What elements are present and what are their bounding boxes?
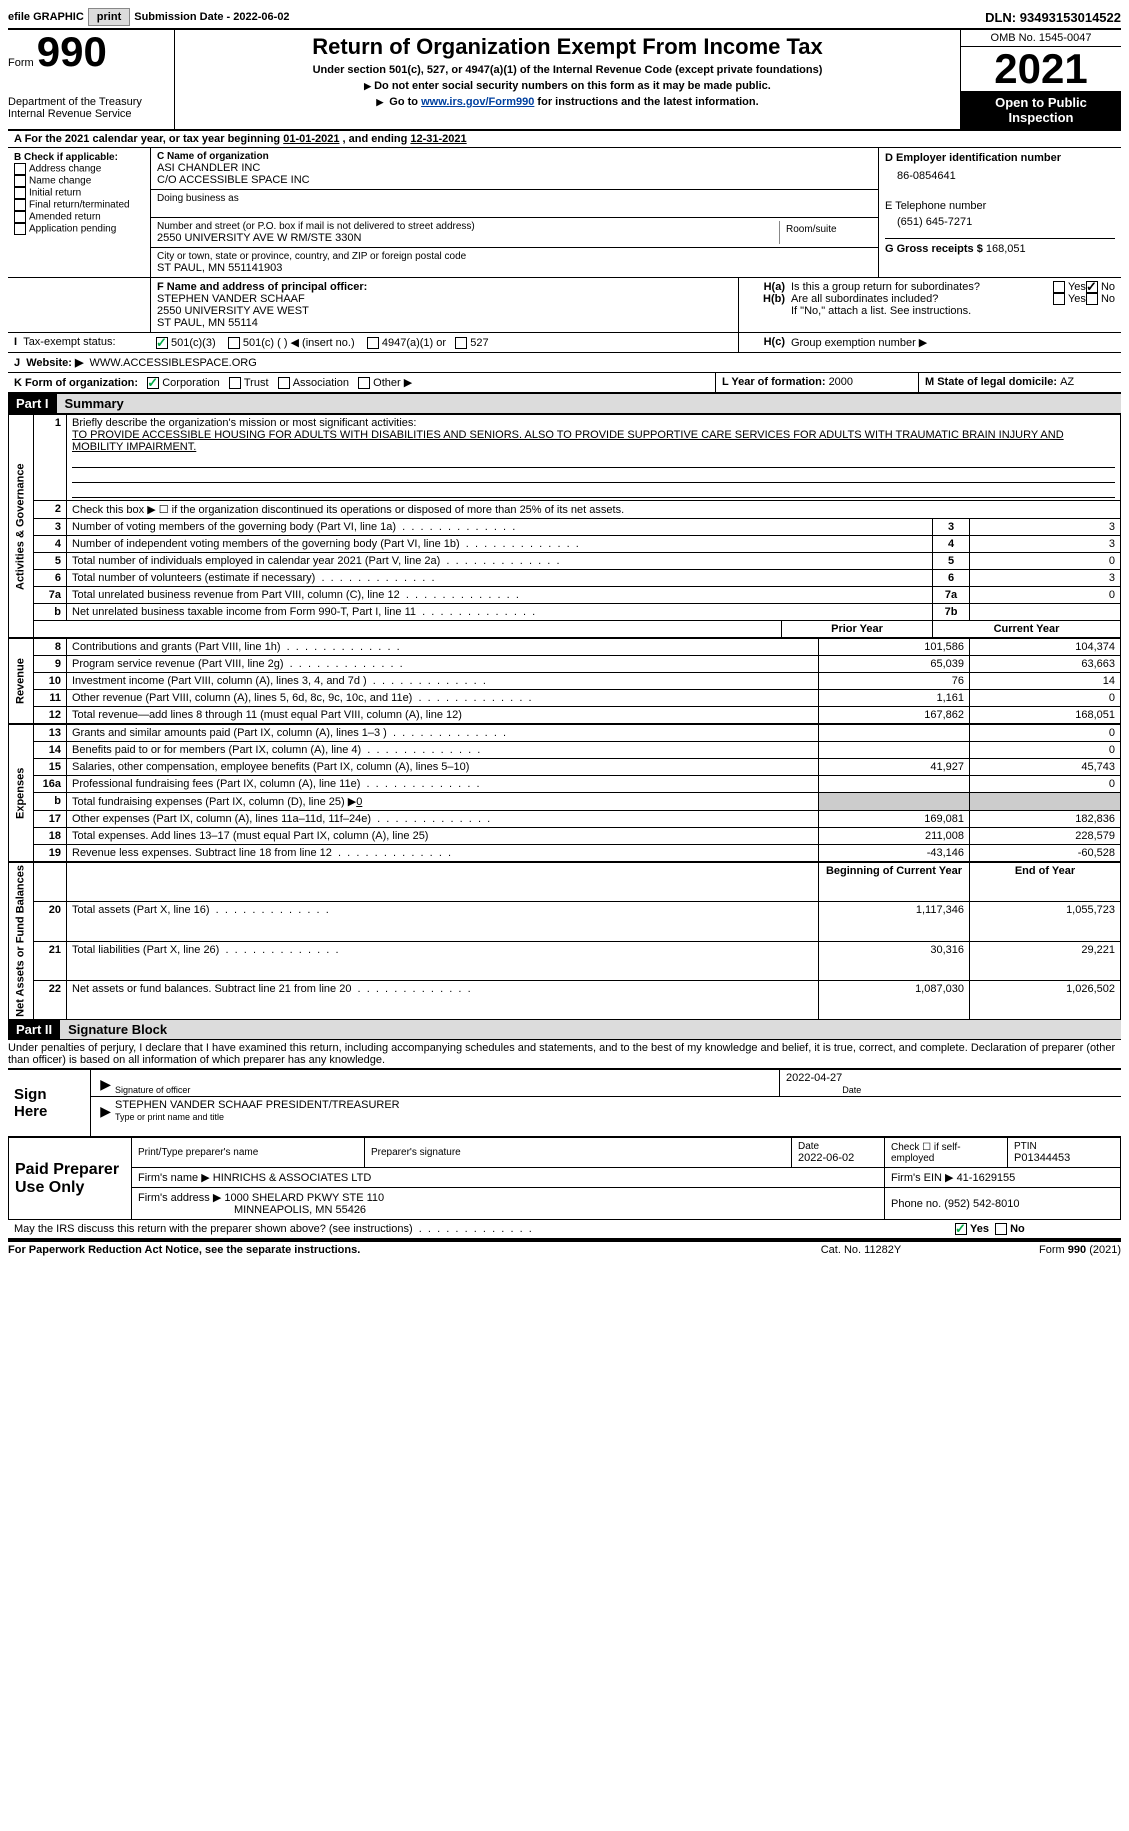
net-assets-table: Net Assets or Fund Balances Beginning of… bbox=[8, 862, 1121, 1020]
phone: (651) 645-7271 bbox=[885, 212, 1115, 238]
check-501c3[interactable] bbox=[156, 337, 168, 349]
print-button[interactable]: print bbox=[88, 8, 130, 26]
check-final-return[interactable]: Final return/terminated bbox=[14, 199, 144, 211]
revenue-table: Revenue 8Contributions and grants (Part … bbox=[8, 638, 1121, 724]
summary-table: Activities & Governance 1 Briefly descri… bbox=[8, 414, 1121, 638]
expenses-table: Expenses 13Grants and similar amounts pa… bbox=[8, 724, 1121, 862]
hb-no[interactable] bbox=[1086, 293, 1098, 305]
discuss-row: May the IRS discuss this return with the… bbox=[8, 1220, 1121, 1240]
irs-gov-link[interactable]: www.irs.gov/Form990 bbox=[421, 96, 534, 108]
street-address: 2550 UNIVERSITY AVE W RM/STE 330N bbox=[157, 232, 779, 244]
form-header: Form 990 Department of the Treasury Inte… bbox=[8, 28, 1121, 131]
paid-preparer-table: Paid Preparer Use Only Print/Type prepar… bbox=[8, 1137, 1121, 1220]
check-amended[interactable]: Amended return bbox=[14, 211, 144, 223]
form-number: 990 bbox=[37, 34, 107, 70]
goto-link-row: Go to www.irs.gov/Form990 for instructio… bbox=[183, 96, 952, 108]
check-initial-return[interactable]: Initial return bbox=[14, 187, 144, 199]
preparer-phone: (952) 542-8010 bbox=[944, 1198, 1019, 1210]
check-app-pending[interactable]: Application pending bbox=[14, 223, 144, 235]
firm-ein: 41-1629155 bbox=[957, 1172, 1016, 1184]
open-to-public: Open to Public Inspection bbox=[961, 91, 1121, 129]
arrow-icon bbox=[91, 1097, 109, 1123]
ha-no[interactable] bbox=[1086, 281, 1098, 293]
vert-expenses: Expenses bbox=[9, 725, 34, 862]
firm-name: HINRICHS & ASSOCIATES LTD bbox=[213, 1172, 372, 1184]
row-j: J Website: ▶ WWW.ACCESSIBLESPACE.ORG bbox=[8, 353, 1121, 373]
submission-date-label: Submission Date - 2022-06-02 bbox=[134, 11, 289, 23]
col-b-checkboxes: B Check if applicable: Address change Na… bbox=[8, 148, 150, 277]
top-bar: efile GRAPHIC print Submission Date - 20… bbox=[8, 8, 1121, 26]
line-a: A For the 2021 calendar year, or tax yea… bbox=[8, 131, 1121, 148]
check-corp[interactable] bbox=[147, 377, 159, 389]
arrow-icon bbox=[91, 1070, 109, 1096]
row-f-h: F Name and address of principal officer:… bbox=[8, 278, 1121, 333]
website: WWW.ACCESSIBLESPACE.ORG bbox=[90, 357, 257, 369]
col-c-org-info: C Name of organization ASI CHANDLER INC … bbox=[150, 148, 879, 277]
vert-revenue: Revenue bbox=[9, 639, 34, 724]
row-k-l-m: K Form of organization: Corporation Trus… bbox=[8, 373, 1121, 394]
part-1-header: Part I Summary bbox=[8, 394, 1121, 414]
sign-here-block: Sign Here Signature of officer 2022-04-2… bbox=[8, 1069, 1121, 1137]
org-name-2: C/O ACCESSIBLE SPACE INC bbox=[157, 174, 872, 186]
page-footer: For Paperwork Reduction Act Notice, see … bbox=[8, 1240, 1121, 1256]
ha-yes[interactable] bbox=[1053, 281, 1065, 293]
part-2-header: Part II Signature Block bbox=[8, 1020, 1121, 1040]
row-i-hc: I Tax-exempt status: 501(c)(3) 501(c) ( … bbox=[8, 333, 1121, 353]
form-word: Form bbox=[8, 57, 34, 69]
form-subtitle: Under section 501(c), 527, or 4947(a)(1)… bbox=[183, 64, 952, 76]
paid-preparer-label: Paid Preparer Use Only bbox=[9, 1138, 132, 1220]
check-name-change[interactable]: Name change bbox=[14, 175, 144, 187]
discuss-yes[interactable] bbox=[955, 1223, 967, 1235]
org-name-1: ASI CHANDLER INC bbox=[157, 162, 872, 174]
mission-text: TO PROVIDE ACCESSIBLE HOUSING FOR ADULTS… bbox=[72, 429, 1064, 453]
perjury-statement: Under penalties of perjury, I declare th… bbox=[8, 1040, 1121, 1069]
ein: 86-0854641 bbox=[885, 164, 1115, 200]
city-state-zip: ST PAUL, MN 551141903 bbox=[157, 262, 872, 274]
hb-yes[interactable] bbox=[1053, 293, 1065, 305]
vert-activities: Activities & Governance bbox=[9, 415, 34, 638]
no-ssn-note: Do not enter social security numbers on … bbox=[183, 80, 952, 92]
officer-name: STEPHEN VANDER SCHAAF bbox=[157, 293, 732, 305]
form-ref: Form 990 (2021) bbox=[961, 1244, 1121, 1256]
col-d-to-g: D Employer identification number 86-0854… bbox=[879, 148, 1121, 277]
ptin: P01344453 bbox=[1014, 1152, 1114, 1164]
dln: DLN: 93493153014522 bbox=[985, 10, 1121, 25]
form-title: Return of Organization Exempt From Incom… bbox=[183, 34, 952, 60]
section-b-to-g: B Check if applicable: Address change Na… bbox=[8, 148, 1121, 278]
tax-year: 2021 bbox=[961, 47, 1121, 91]
discuss-no[interactable] bbox=[995, 1223, 1007, 1235]
vert-net-assets: Net Assets or Fund Balances bbox=[9, 863, 34, 1020]
irs-label: Internal Revenue Service bbox=[8, 108, 168, 120]
check-address-change[interactable]: Address change bbox=[14, 163, 144, 175]
dept-treasury: Department of the Treasury bbox=[8, 96, 168, 108]
gross-receipts: G Gross receipts $ 168,051 bbox=[885, 238, 1115, 255]
efile-label: efile GRAPHIC bbox=[8, 11, 84, 23]
officer-name-title: STEPHEN VANDER SCHAAF PRESIDENT/TREASURE… bbox=[115, 1099, 1115, 1111]
